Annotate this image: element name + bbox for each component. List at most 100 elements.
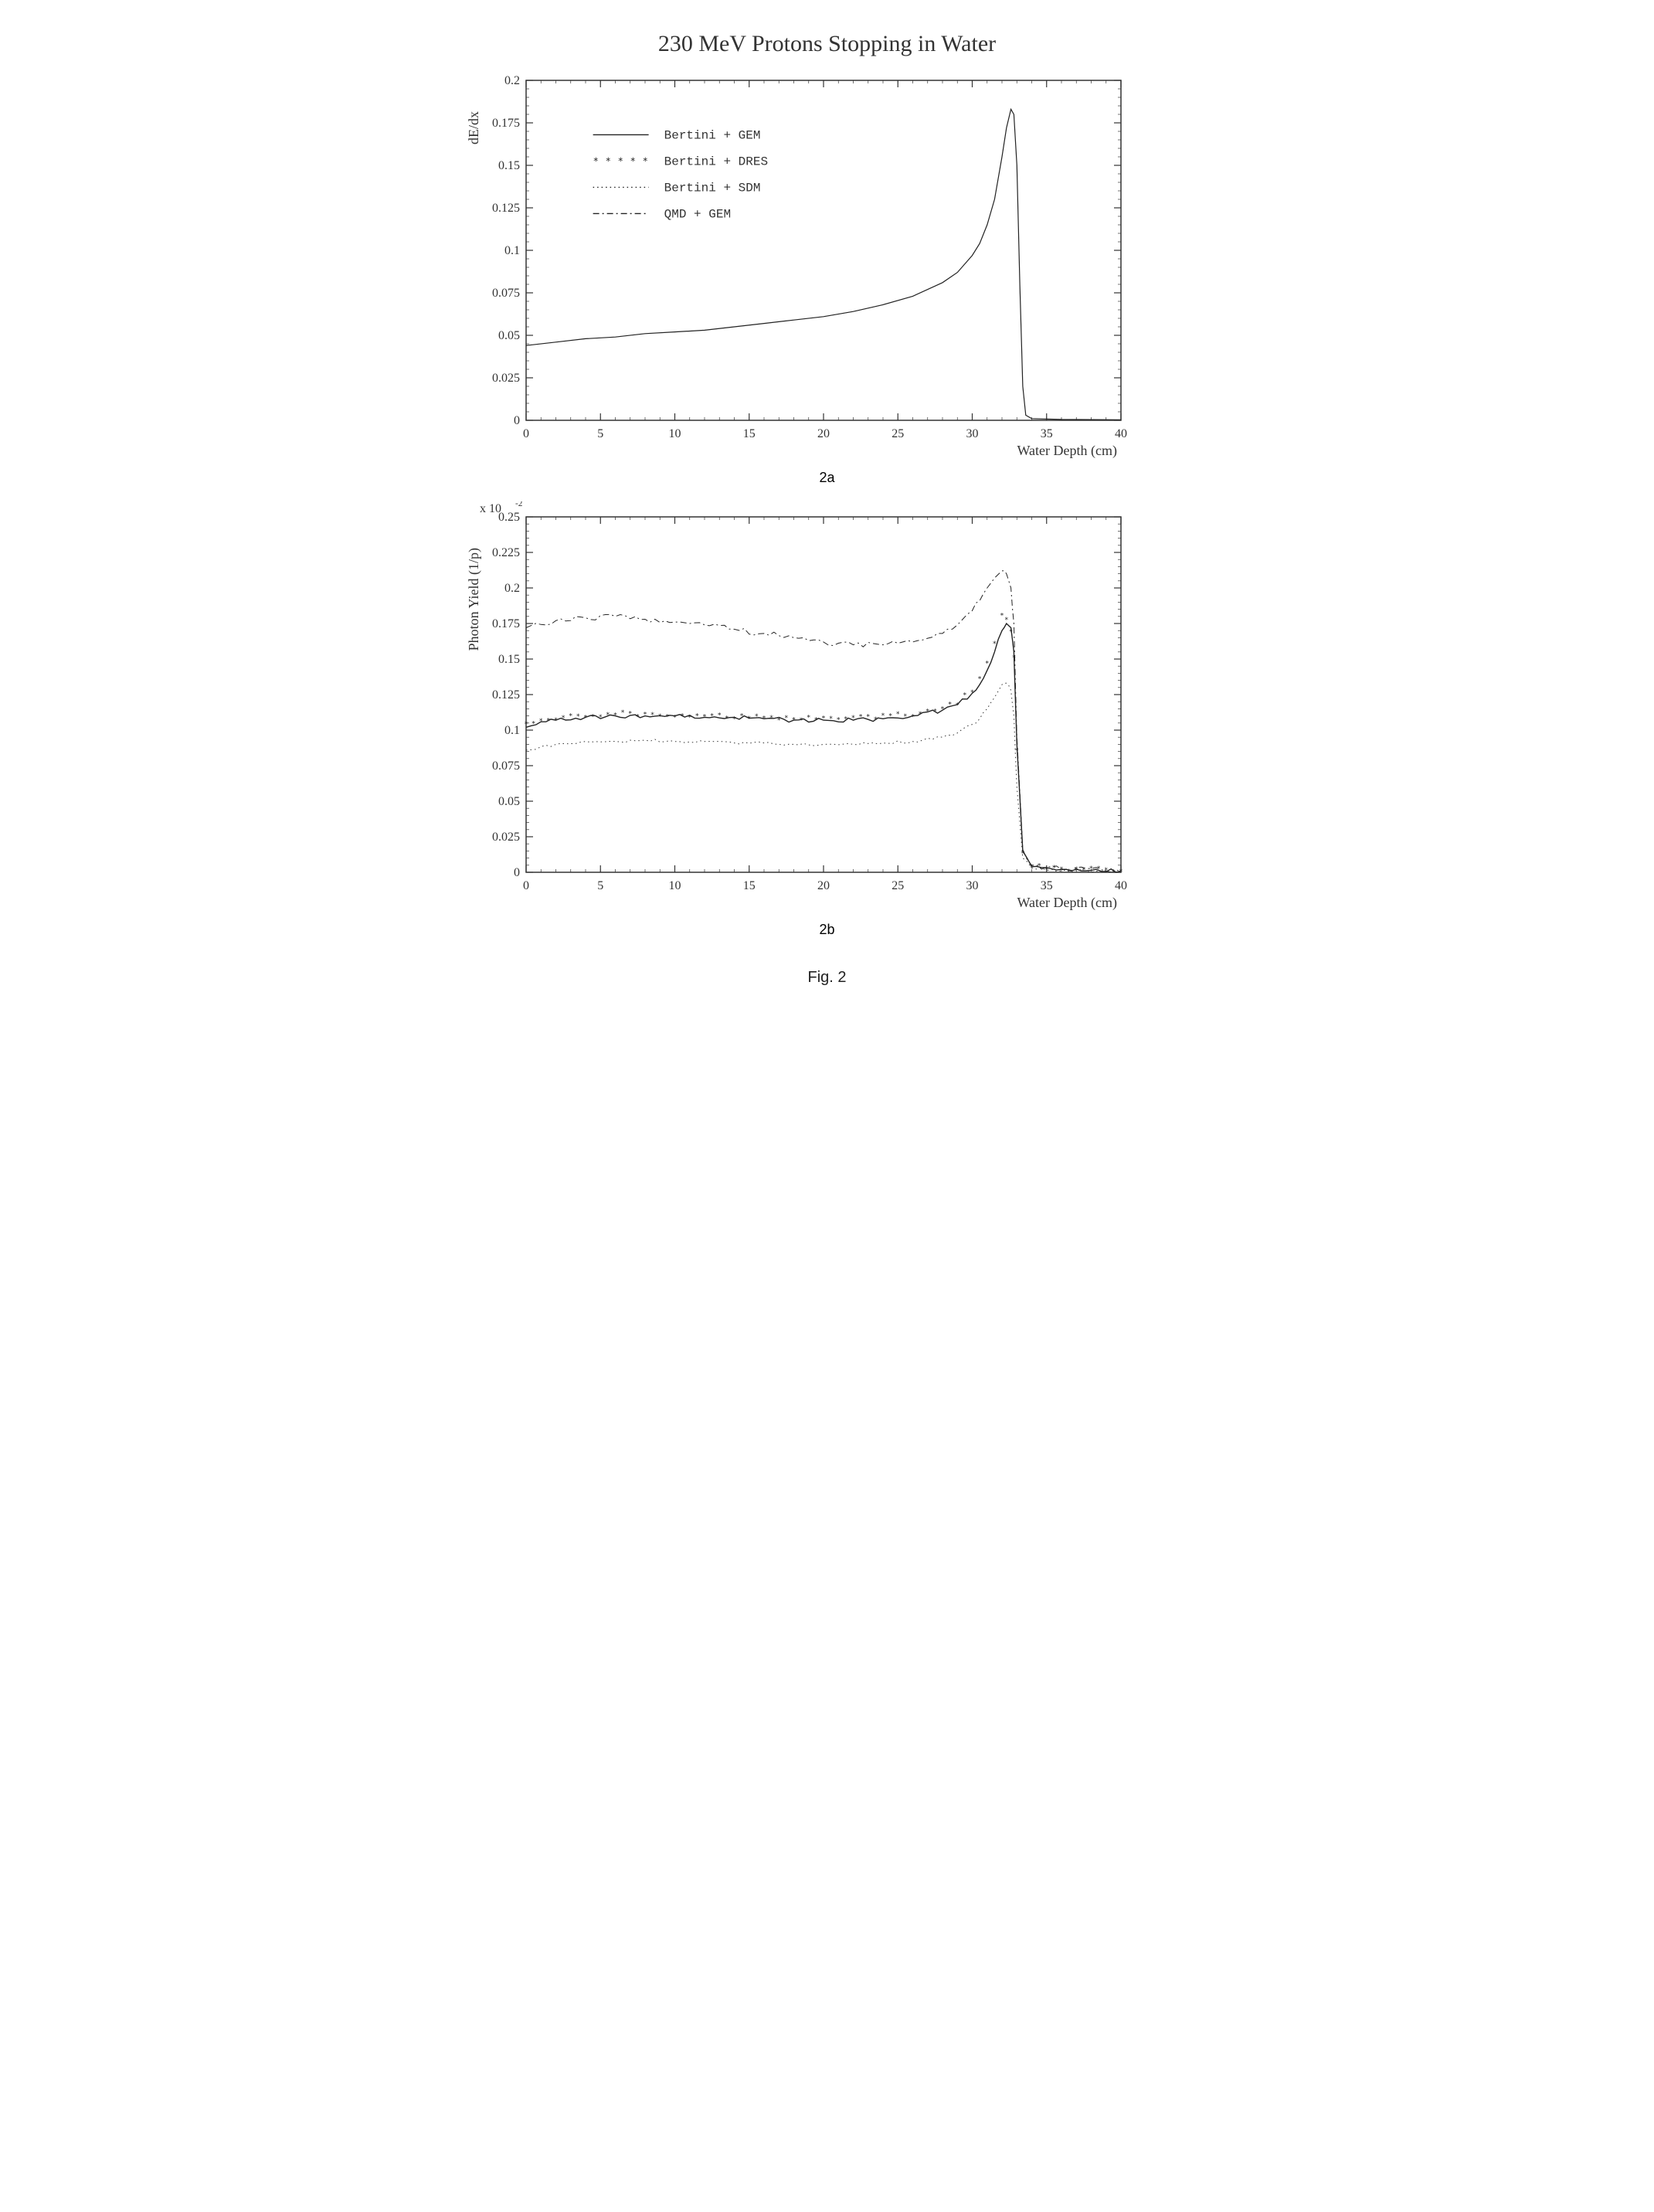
svg-text:*: * [754,713,758,721]
svg-text:0.05: 0.05 [498,795,520,808]
x-axis-label: Water Depth (cm) [1017,443,1117,459]
svg-text:*: * [799,717,803,725]
svg-text:0: 0 [514,866,520,879]
svg-text:*: * [680,712,684,720]
svg-text:*: * [895,711,899,719]
legend-item-label: Bertini + DRES [664,155,767,168]
svg-text:*: * [593,155,598,166]
svg-text:*: * [538,718,542,725]
svg-text:*: * [709,712,713,720]
svg-text:*: * [725,715,729,723]
svg-text:40: 40 [1115,427,1127,440]
legend-item-label: Bertini + SDM [664,181,760,195]
svg-text:*: * [1029,865,1033,872]
svg-text:*: * [963,692,966,700]
series-line [526,624,1121,872]
svg-text:*: * [739,713,743,721]
svg-text:*: * [866,713,870,721]
svg-text:*: * [784,715,788,722]
svg-text:*: * [672,714,676,722]
svg-text:*: * [903,713,907,721]
svg-text:0.075: 0.075 [492,287,520,300]
svg-text:*: * [635,713,639,721]
svg-text:*: * [791,717,795,725]
svg-text:*: * [717,712,721,719]
svg-text:*: * [665,714,669,722]
svg-text:*: * [650,712,654,719]
svg-text:5: 5 [597,427,603,440]
svg-text:*: * [836,716,840,724]
svg-text:*: * [992,640,996,648]
figure-title: 230 MeV Protons Stopping in Water [441,31,1214,57]
svg-text:*: * [888,713,892,721]
x-axis-label: Water Depth (cm) [1017,895,1117,911]
svg-text:0: 0 [523,879,529,892]
svg-text:*: * [576,713,579,721]
svg-text:*: * [1037,863,1041,871]
svg-text:*: * [977,676,981,684]
svg-text:*: * [569,713,572,721]
svg-text:*: * [546,718,550,725]
panel-b-label: 2b [441,922,1214,938]
svg-text:0.2: 0.2 [504,582,520,595]
svg-text:30: 30 [966,879,978,892]
svg-text:*: * [628,711,632,719]
svg-text:*: * [925,708,929,716]
svg-text:*: * [561,715,565,722]
svg-text:*: * [613,712,616,719]
svg-text:*: * [732,715,735,723]
svg-text:10: 10 [668,879,681,892]
svg-text:*: * [910,713,914,721]
svg-text:5: 5 [597,879,603,892]
svg-text:*: * [1021,851,1024,858]
panel-a-label: 2a [441,470,1214,486]
svg-text:*: * [1059,866,1063,874]
svg-text:0.125: 0.125 [492,688,520,702]
svg-text:*: * [747,715,751,723]
svg-text:*: * [1011,654,1015,662]
y-axis-label: dE/dx [466,111,481,144]
svg-text:*: * [1111,869,1115,877]
svg-text:*: * [553,717,557,725]
svg-text:*: * [606,712,610,719]
svg-text:0.1: 0.1 [504,244,520,257]
legend-item-label: QMD + GEM [664,207,730,221]
svg-text:*: * [881,712,885,720]
svg-text:*: * [851,715,854,722]
svg-text:*: * [844,715,847,723]
svg-text:*: * [932,708,936,715]
svg-text:*: * [762,715,766,723]
svg-text:*: * [970,689,973,697]
svg-text:20: 20 [817,879,830,892]
svg-text:0.025: 0.025 [492,372,520,385]
svg-text:35: 35 [1040,879,1052,892]
svg-text:0.175: 0.175 [492,617,520,630]
svg-text:25: 25 [892,427,904,440]
svg-text:0.15: 0.15 [498,159,520,172]
svg-text:*: * [598,714,602,722]
svg-text:*: * [821,715,825,722]
svg-text:0.175: 0.175 [492,117,520,130]
svg-text:0.025: 0.025 [492,831,520,844]
svg-text:*: * [947,701,951,708]
svg-text:*: * [955,702,959,709]
svg-text:35: 35 [1040,427,1052,440]
svg-text:*: * [695,713,698,721]
svg-text:x 10: x 10 [480,502,501,515]
svg-text:0.05: 0.05 [498,329,520,342]
svg-text:0.2: 0.2 [504,74,520,87]
svg-text:*: * [1096,865,1100,873]
svg-text:*: * [630,155,635,166]
svg-text:*: * [873,716,877,724]
svg-text:*: * [642,155,647,166]
svg-text:*: * [1000,613,1004,620]
svg-text:15: 15 [742,427,755,440]
panel-a-block: 051015202530354000.0250.050.0750.10.1250… [441,65,1214,501]
svg-text:0.25: 0.25 [498,511,520,524]
svg-text:*: * [858,713,862,721]
svg-text:-2: -2 [515,501,522,508]
svg-text:0.125: 0.125 [492,202,520,215]
svg-text:*: * [590,713,594,721]
svg-text:0.15: 0.15 [498,653,520,666]
svg-text:*: * [1004,617,1008,624]
